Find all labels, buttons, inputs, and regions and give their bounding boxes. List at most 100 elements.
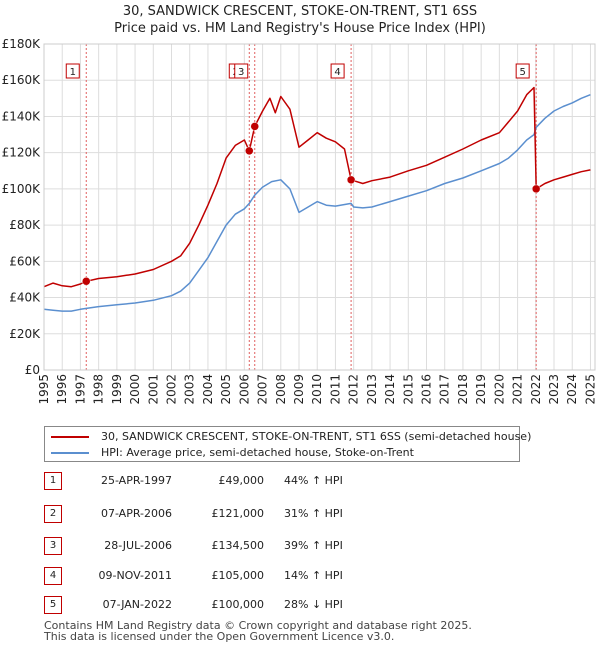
x-tick-label: 2004 <box>201 374 215 405</box>
x-tick-label: 2011 <box>328 374 342 405</box>
sale-marker-label: 4 <box>334 67 340 78</box>
x-tick-label: 2005 <box>219 374 233 405</box>
chart-title: 30, SANDWICK CRESCENT, STOKE-ON-TRENT, S… <box>0 3 600 37</box>
x-tick-label: 2002 <box>165 374 179 405</box>
footer-attribution: Contains HM Land Registry data © Crown c… <box>44 620 472 642</box>
x-tick-label: 2012 <box>347 374 361 405</box>
sale-point <box>346 175 356 185</box>
y-tick-label: £0 <box>25 363 40 377</box>
sale-number-badge: 5 <box>44 596 62 614</box>
y-tick-label: £40K <box>9 291 41 305</box>
y-tick-label: £60K <box>9 254 41 268</box>
x-tick-label: 2025 <box>583 374 597 405</box>
series <box>43 86 591 312</box>
sale-marker-box <box>330 63 345 79</box>
sale-date: 07-JAN-2022 <box>102 598 172 611</box>
sale-marker-label: 5 <box>519 67 525 78</box>
sale-hpi-diff: 44% ↑ HPI <box>284 474 343 487</box>
sale-price: £134,500 <box>211 539 265 552</box>
sale-marker-box <box>234 63 249 79</box>
legend-label-hpi: HPI: Average price, semi-detached house,… <box>101 446 414 459</box>
x-tick-label: 1998 <box>92 374 106 405</box>
sale-hpi-diff: 31% ↑ HPI <box>284 507 343 520</box>
axes: £0 £20K £40K £60K £80K £100K £120K £140K £160K £1… <box>2 37 598 405</box>
sale-point <box>82 277 91 286</box>
sale-price: £49,000 <box>218 474 265 487</box>
footer-line-2: This data is licensed under the Open Gov… <box>44 630 395 643</box>
y-tick-label: £140K <box>2 109 42 123</box>
sale-marker-box <box>65 63 80 79</box>
plot-area <box>44 44 595 370</box>
x-tick-label: 2010 <box>310 374 324 405</box>
sale-number-badge: 1 <box>44 472 62 490</box>
x-tick-label: 1996 <box>55 374 69 405</box>
title-line-1: 30, SANDWICK CRESCENT, STOKE-ON-TRENT, S… <box>122 4 478 19</box>
plot-border <box>43 43 596 371</box>
x-tick-label: 2018 <box>456 374 470 405</box>
x-tick-label: 2023 <box>547 374 561 405</box>
x-tick-label: 2022 <box>529 374 543 405</box>
sale-price: £105,000 <box>211 569 265 582</box>
x-tick-label: 2019 <box>474 374 488 405</box>
sale-number-badge: 4 <box>44 567 62 585</box>
sale-marker-label: 1 <box>70 67 76 78</box>
x-tick-label: 2014 <box>383 374 397 405</box>
x-tick-label: 2009 <box>292 374 306 405</box>
x-tick-label: 1997 <box>73 374 87 405</box>
sale-number-badge: 3 <box>44 537 62 555</box>
sale-hpi-diff: 14% ↑ HPI <box>284 569 343 582</box>
sale-date: 07-APR-2006 <box>100 507 172 520</box>
legend-item-property: 30, SANDWICK CRESCENT, STOKE-ON-TRENT, S… <box>51 429 531 445</box>
legend-item-hpi: HPI: Average price, semi-detached house,… <box>51 445 414 461</box>
legend-line-property <box>51 436 89 438</box>
x-tick-label: 2015 <box>401 374 415 405</box>
sale-price: £100,000 <box>211 598 265 611</box>
sale-marker-label: 3 <box>238 67 244 78</box>
y-tick-label: £100K <box>2 182 42 196</box>
sale-price: £121,000 <box>211 507 265 520</box>
x-tick-label: 2007 <box>256 374 270 405</box>
x-tick-label: 2006 <box>237 374 251 405</box>
sale-marker-box <box>515 63 530 79</box>
title-line-2: Price paid vs. HM Land Registry's House … <box>114 21 486 36</box>
sale-row: 3 28-JUL-2006 £134,500 39% ↑ HPI <box>44 537 544 557</box>
x-tick-label: 2021 <box>511 374 525 405</box>
sale-point <box>250 122 259 131</box>
footer-line-1: Contains HM Land Registry data © Crown c… <box>44 619 472 632</box>
sale-row: 1 25-APR-1997 £49,000 44% ↑ HPI <box>44 472 544 492</box>
y-tick-label: £120K <box>2 146 42 160</box>
sale-hpi-diff: 39% ↑ HPI <box>284 539 343 552</box>
y-tick-label: £80K <box>9 218 41 232</box>
x-tick-label: 2001 <box>146 374 160 405</box>
x-tick-label: 1999 <box>110 374 124 405</box>
sale-date: 25-APR-1997 <box>100 474 172 487</box>
legend: 30, SANDWICK CRESCENT, STOKE-ON-TRENT, S… <box>44 426 531 462</box>
legend-line-hpi <box>51 452 89 454</box>
x-tick-label: 2003 <box>183 374 197 405</box>
x-tick-label: 2016 <box>420 374 434 405</box>
price-chart: 12345 £0£20K£40K£60K£80K£100K£120K£140K£… <box>2 37 598 405</box>
y-tick-label: £20K <box>9 327 41 341</box>
sale-number-badge: 2 <box>44 505 62 523</box>
x-tick-label: 2008 <box>274 374 288 405</box>
sale-row: 4 09-NOV-2011 £105,000 14% ↑ HPI <box>44 567 544 587</box>
legend-label-property: 30, SANDWICK CRESCENT, STOKE-ON-TRENT, S… <box>101 430 532 443</box>
sale-date: 28-JUL-2006 <box>104 539 172 552</box>
series-line-hpi <box>43 94 591 312</box>
sale-hpi-diff: 28% ↓ HPI <box>284 598 343 611</box>
sale-point <box>531 184 541 194</box>
x-tick-label: 2020 <box>492 374 506 405</box>
sale-marker-lines: 12345 <box>65 44 537 370</box>
x-tick-label: 2013 <box>365 374 379 405</box>
y-tick-label: £180K <box>2 37 42 51</box>
x-tick-label: 2024 <box>565 374 579 405</box>
x-tick-label: 2017 <box>438 374 452 405</box>
sale-point <box>245 146 254 156</box>
grid <box>43 43 595 371</box>
series-line-property <box>43 86 591 288</box>
y-tick-label: £160K <box>2 73 42 87</box>
sale-date: 09-NOV-2011 <box>98 569 172 582</box>
sale-row: 5 07-JAN-2022 £100,000 28% ↓ HPI <box>44 596 544 616</box>
sale-row: 2 07-APR-2006 £121,000 31% ↑ HPI <box>44 505 544 525</box>
x-tick-label: 1995 <box>37 374 51 405</box>
